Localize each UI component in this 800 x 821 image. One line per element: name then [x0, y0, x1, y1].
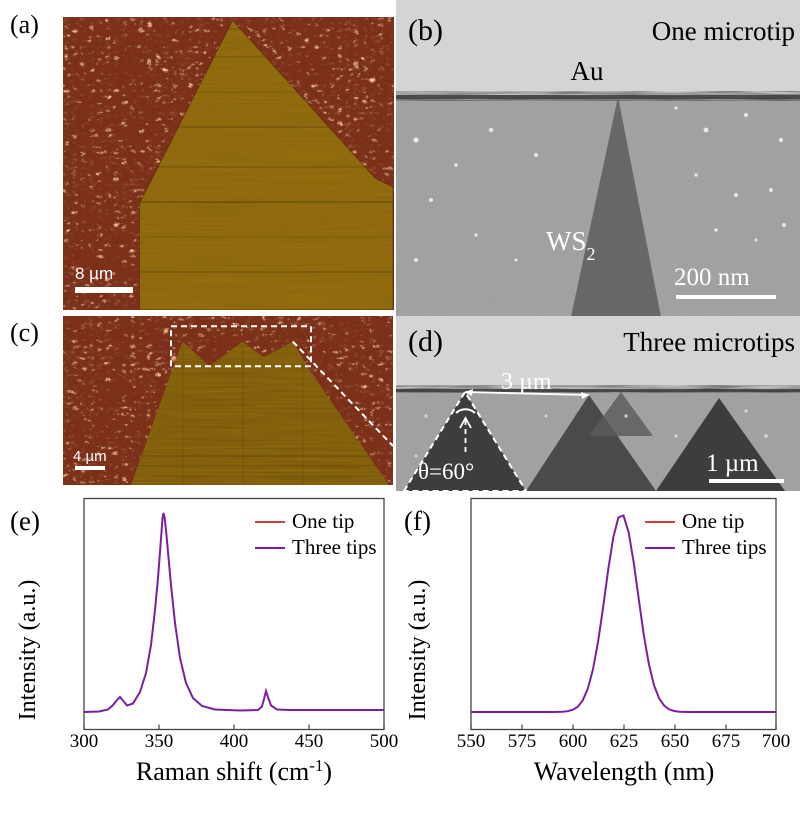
- svg-text:625: 625: [610, 731, 639, 752]
- svg-text:Intensity (a.u.): Intensity (a.u.): [405, 580, 431, 721]
- svg-text:(d): (d): [408, 325, 443, 358]
- svg-text:550: 550: [457, 731, 486, 752]
- svg-text:575: 575: [508, 731, 537, 752]
- svg-text:650: 650: [661, 731, 690, 752]
- svg-text:(b): (b): [408, 14, 443, 47]
- svg-text:(e): (e): [10, 506, 40, 536]
- svg-text:(f): (f): [404, 506, 431, 536]
- svg-text:Three tips: Three tips: [682, 535, 767, 559]
- svg-text:600: 600: [559, 731, 588, 752]
- svg-text:Raman shift (cm-1): Raman shift (cm-1): [136, 756, 332, 787]
- svg-text:675: 675: [712, 731, 741, 752]
- svg-text:Au: Au: [571, 56, 604, 86]
- svg-text:500: 500: [370, 731, 399, 752]
- svg-text:200 nm: 200 nm: [674, 264, 750, 291]
- svg-text:θ=60°: θ=60°: [418, 459, 474, 484]
- svg-text:1 µm: 1 µm: [706, 450, 759, 477]
- svg-text:700: 700: [762, 731, 791, 752]
- svg-text:450: 450: [295, 731, 324, 752]
- svg-text:3 µm: 3 µm: [501, 369, 552, 395]
- svg-text:Intensity (a.u.): Intensity (a.u.): [15, 580, 41, 721]
- svg-text:300: 300: [70, 731, 99, 752]
- svg-text:4 µm: 4 µm: [73, 448, 107, 465]
- svg-text:400: 400: [220, 731, 249, 752]
- svg-text:350: 350: [145, 731, 174, 752]
- svg-text:Wavelength (nm): Wavelength (nm): [534, 757, 715, 786]
- svg-text:Three tips: Three tips: [292, 535, 377, 559]
- svg-text:8 µm: 8 µm: [75, 264, 113, 283]
- svg-text:One microtip: One microtip: [652, 16, 795, 46]
- svg-text:Three microtips: Three microtips: [623, 327, 795, 357]
- svg-text:One tip: One tip: [682, 509, 744, 533]
- svg-text:One tip: One tip: [292, 509, 354, 533]
